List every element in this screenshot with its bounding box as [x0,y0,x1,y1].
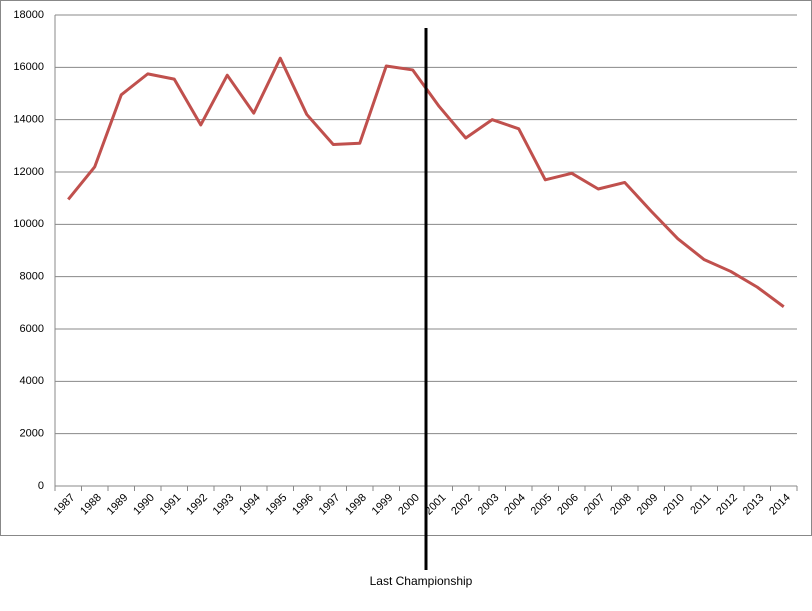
chart-frame [0,0,812,536]
y-tick-label: 6000 [20,323,44,335]
y-tick-label: 18000 [13,9,44,21]
annotation-text: Last Championship [370,574,473,588]
y-tick-label: 4000 [20,375,44,387]
y-tick-label: 2000 [20,428,44,440]
y-tick-label: 0 [38,480,44,492]
y-tick-label: 14000 [13,114,44,126]
y-tick-label: 8000 [20,271,44,283]
y-tick-label: 10000 [13,218,44,230]
y-tick-label: 16000 [13,61,44,73]
y-tick-label: 12000 [13,166,44,178]
